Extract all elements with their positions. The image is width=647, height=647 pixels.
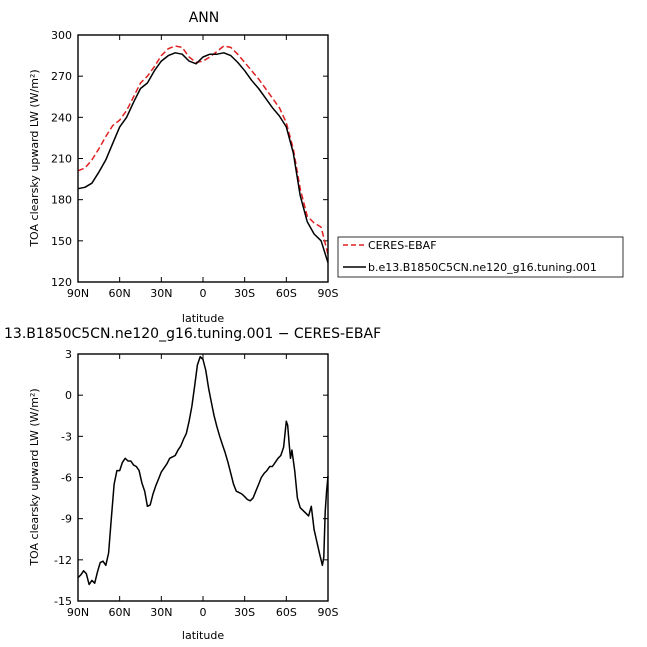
top-xtick-label-0: 90N	[67, 287, 89, 300]
series-lines	[77, 45, 329, 264]
bottom-ytick-label-4: -3	[61, 430, 72, 443]
bottom-xtick-label-3: 0	[200, 606, 207, 619]
bottom-ytick-label-5: 0	[65, 389, 72, 402]
series-lines-diff	[77, 355, 329, 586]
plot-frame	[77, 34, 329, 283]
top-xtick-label-5: 60S	[276, 287, 297, 300]
chart-bottom: 13.B1850C5CN.ne120_g16.tuning.001 − CERE…	[4, 326, 381, 642]
bottom-xtick-label-0: 90N	[67, 606, 89, 619]
top-ytick-label-5: 270	[51, 70, 72, 83]
bottom-xtick-label-5: 60S	[276, 606, 297, 619]
top-xtick-label-2: 30N	[150, 287, 172, 300]
bottom-xtick-label-6: 90S	[318, 606, 339, 619]
legend-label-ceres: CERES-EBAF	[368, 239, 437, 252]
chart-title-diff: 13.B1850C5CN.ne120_g16.tuning.001 − CERE…	[4, 326, 381, 342]
top-xtick-label-3: 0	[200, 287, 207, 300]
bottom-xtick-label-1: 60N	[109, 606, 131, 619]
top-ytick-label-2: 180	[51, 194, 72, 207]
top-xtick-label-1: 60N	[109, 287, 131, 300]
legend: CERES-EBAF b.e13.B1850C5CN.ne120_g16.tun…	[337, 236, 624, 278]
top-series-line-0	[77, 45, 329, 255]
bottom-ytick-label-1: -12	[54, 554, 72, 567]
plot-frame-diff	[77, 353, 329, 602]
x-axis-label-diff: latitude	[182, 629, 224, 642]
chart-title: ANN	[189, 10, 220, 26]
top-ytick-label-4: 240	[51, 111, 72, 124]
bottom-ytick-label-3: -6	[61, 472, 72, 485]
chart-top: ANN 120 150 180 210 240 270 300 90N 60N 30N 0 30S 60…	[28, 10, 339, 325]
bottom-ytick-label-2: -9	[61, 513, 72, 526]
top-ytick-label-0: 120	[51, 276, 72, 289]
top-ytick-label-3: 210	[51, 153, 72, 166]
y-axis-label: TOA clearsky upward LW (W/m²)	[28, 69, 41, 247]
bottom-series-line-0	[77, 355, 329, 586]
top-ytick-label-6: 300	[51, 29, 72, 42]
bottom-xtick-label-2: 30N	[150, 606, 172, 619]
bottom-ytick-label-0: -15	[54, 595, 72, 608]
top-xtick-label-4: 30S	[234, 287, 255, 300]
x-axis-label: latitude	[182, 312, 224, 325]
y-axis-label-diff: TOA clearsky upward LW (W/m²)	[28, 388, 41, 566]
legend-box	[337, 236, 624, 278]
bottom-xtick-label-4: 30S	[234, 606, 255, 619]
bottom-ytick-label-6: 3	[65, 348, 72, 361]
top-series-line-1	[77, 52, 329, 264]
top-xtick-label-6: 90S	[318, 287, 339, 300]
legend-label-model: b.e13.B1850C5CN.ne120_g16.tuning.001	[368, 261, 597, 274]
top-ytick-label-1: 150	[51, 235, 72, 248]
